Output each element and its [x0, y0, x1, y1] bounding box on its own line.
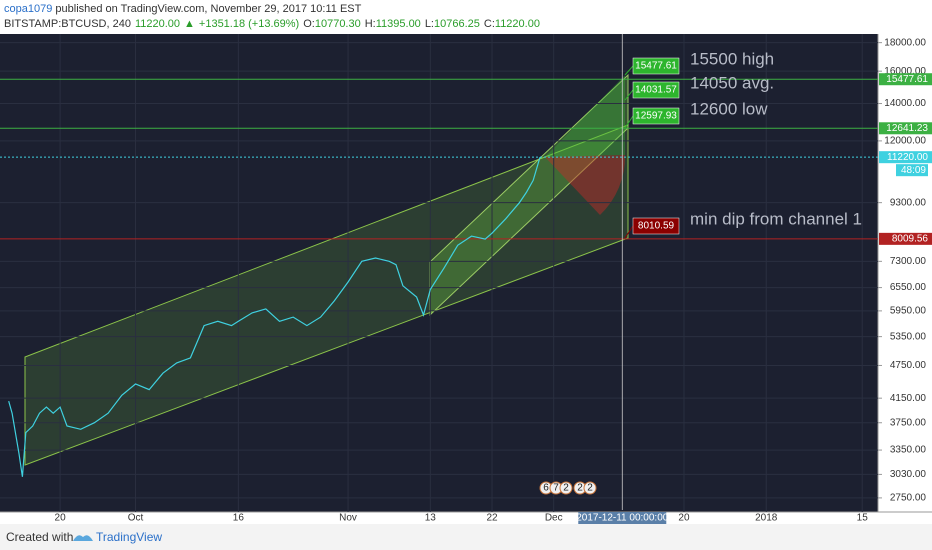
event-label: 2: [563, 483, 569, 494]
x-tick-label: Nov: [339, 513, 357, 524]
header: copa1079 published on TradingView.com, N…: [4, 2, 544, 32]
publish-line: copa1079 published on TradingView.com, N…: [4, 2, 544, 17]
price-series: [8, 157, 541, 477]
legend-line: BITSTAMP:BTCUSD, 240 11220.00 ▲ +1351.18 (+…: [4, 17, 544, 32]
event-label: 6: [543, 483, 549, 494]
y-tick-label: 18000.00: [884, 37, 926, 48]
footer: Created with TradingView: [0, 524, 932, 550]
legend-item: BITSTAMP:BTCUSD, 240: [4, 18, 131, 30]
x-tick-label: 16: [233, 513, 245, 524]
callout-box: [632, 57, 680, 75]
x-tick-label: 22: [486, 513, 498, 524]
x-tick-label: 20: [678, 513, 690, 524]
crosshair-label-bg: [578, 512, 667, 524]
rise-wedge: [545, 75, 625, 157]
price-label: 12641.23: [886, 123, 928, 134]
price-label-bg: [879, 232, 932, 245]
x-tick-label: 2018: [755, 513, 778, 524]
legend-item: 11395.00: [375, 18, 421, 30]
event-label: 2: [577, 483, 583, 494]
price-label: 8009.56: [892, 233, 929, 244]
y-tick-label: 3030.00: [890, 469, 927, 480]
price-label-bg: [879, 151, 932, 164]
author[interactable]: copa1079: [4, 3, 53, 15]
brand[interactable]: TradingView: [96, 530, 163, 544]
y-tick-label: 2750.00: [890, 493, 927, 504]
y-tick-label: 4750.00: [890, 360, 927, 371]
callout-box: [632, 107, 680, 125]
legend-item: 11220.00: [494, 18, 540, 30]
price-label: 11220.00: [887, 152, 928, 163]
y-tick-label: 5350.00: [890, 331, 927, 342]
callout-label: 8010.59: [638, 221, 675, 232]
logo: [73, 535, 93, 541]
x-tick-label: Oct: [128, 513, 144, 524]
created-with: Created with: [6, 530, 74, 544]
legend-item: 10770.30: [314, 18, 361, 30]
y-tick-label: 7300.00: [890, 256, 927, 267]
plot-bg: [0, 34, 878, 512]
callout-note: min dip from channel 1: [690, 209, 862, 228]
callout-label: 15477.61: [635, 61, 677, 72]
x-tick-label: 20: [55, 513, 67, 524]
y-tick-label: 4150.00: [890, 393, 927, 404]
price-label-bg: [879, 122, 932, 135]
y-tick-label: 5950.00: [890, 306, 927, 317]
callout-note: 12600 low: [690, 99, 768, 118]
chart: 18000.00 16000.00 14000.00 12000.00 9300.00 7…: [0, 34, 932, 524]
x-tick-label: 13: [425, 513, 437, 524]
legend-item: +1351.18 (+13.69%): [198, 18, 300, 30]
countdown: 48:09: [901, 165, 926, 176]
countdown-bg: [896, 164, 928, 177]
callout-pointer: [624, 65, 634, 76]
legend-item: H:: [364, 18, 376, 30]
legend-item: L:: [424, 18, 434, 30]
crosshair-label: 2017-12-11 00:00:00: [576, 513, 669, 524]
published: published on TradingView.com, November 2…: [55, 3, 362, 15]
y-tick-label: 6550.00: [890, 282, 927, 293]
x-tick-label: 15: [857, 513, 869, 524]
event-badge: [583, 481, 597, 495]
x-tick-label: Dec: [545, 513, 563, 524]
callout-box: [632, 81, 680, 99]
y-tick-label: 9300.00: [890, 197, 927, 208]
callout-label: 12597.93: [635, 111, 677, 122]
y-tick-label: 3350.00: [890, 445, 927, 456]
callout-pointer: [624, 225, 634, 239]
callout-note: 14050 avg.: [690, 73, 774, 92]
event-label: 7: [553, 483, 559, 494]
y-tick-label: 16000.00: [884, 66, 926, 77]
callout-pointer: [624, 115, 634, 129]
price-label-bg: [879, 73, 932, 86]
y-tick-label: 12000.00: [884, 136, 926, 147]
legend-item: 10766.25: [434, 18, 480, 30]
event-label: 2: [587, 483, 593, 494]
legend-item: O:: [303, 18, 315, 30]
y-tick-label: 3750.00: [890, 417, 927, 428]
legend-item: C:: [483, 18, 495, 30]
y-tick-label: 14000.00: [884, 98, 926, 109]
legend-item: ▲: [184, 18, 195, 30]
callout-label: 14031.57: [635, 85, 677, 96]
callout-note: 15500 high: [690, 49, 774, 68]
legend-item: 11220.00: [134, 18, 181, 30]
callout-box: [632, 217, 680, 235]
event-badge: [559, 481, 573, 495]
price-label: 15477.61: [886, 74, 928, 85]
dip-wedge: [545, 155, 626, 215]
callout-pointer: [624, 89, 634, 101]
